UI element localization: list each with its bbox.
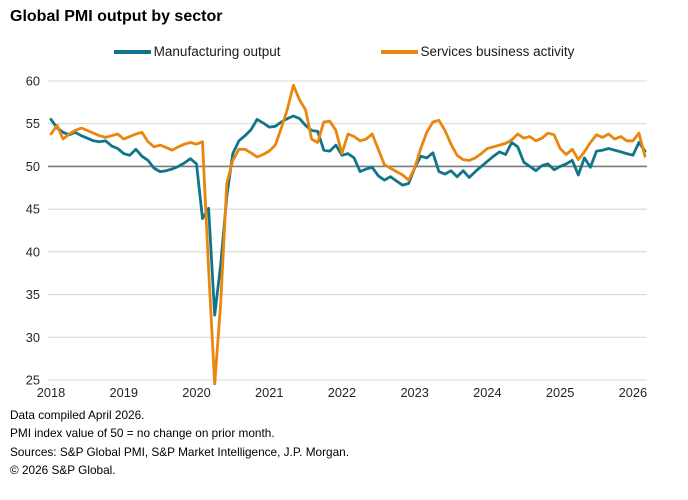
legend-label-manufacturing: Manufacturing output <box>153 44 281 59</box>
x-tick-label: 2023 <box>400 385 428 400</box>
y-tick-label: 40 <box>26 244 40 259</box>
x-axis-labels: 2018 2019 2020 2021 2022 2023 2024 2025 2026 <box>37 385 647 400</box>
y-tick-label: 55 <box>26 116 40 131</box>
x-tick-label: 2021 <box>255 385 283 400</box>
x-tick-label: 2020 <box>182 385 210 400</box>
footnote-compiled: Data compiled April 2026. <box>10 408 145 422</box>
footnote-copyright: © 2026 S&P Global. <box>10 463 116 478</box>
x-tick-label: 2019 <box>110 385 138 400</box>
gridlines <box>48 80 647 381</box>
footnote-definition: PMI index value of 50 = no change on pri… <box>10 426 275 441</box>
chart-title: Global PMI output by sector <box>10 8 223 25</box>
services-business-activity-line <box>49 83 647 385</box>
x-tick-label: 2026 <box>619 385 647 400</box>
manufacturing-output-line <box>49 114 647 317</box>
y-tick-label: 25 <box>26 373 40 388</box>
footnotes: Data compiled April 2026. PMI index valu… <box>10 406 349 480</box>
x-tick-label: 2022 <box>328 385 356 400</box>
legend-swatch-services-line <box>380 49 418 54</box>
legend-label-services: Services business activity <box>420 44 575 59</box>
x-tick-label: 2025 <box>546 385 574 400</box>
legend-item-services: Services business activity <box>380 44 575 59</box>
legend-item-manufacturing: Manufacturing output <box>113 44 281 59</box>
footnote-sources: Sources: S&P Global PMI, S&P Market Inte… <box>10 444 349 459</box>
x-tick-label: 2024 <box>473 385 501 400</box>
x-tick-label: 2018 <box>37 385 65 400</box>
legend-swatch-manufacturing-line <box>113 49 151 54</box>
y-tick-label: 45 <box>26 202 40 217</box>
y-tick-label: 50 <box>26 159 40 174</box>
y-tick-label: 60 <box>26 74 40 89</box>
y-tick-label: 30 <box>26 330 40 345</box>
y-tick-label: 35 <box>26 287 40 302</box>
chart-legend: Manufacturing output Services business a… <box>0 44 688 59</box>
y-axis-labels: 25 30 35 40 45 50 55 60 <box>26 74 40 388</box>
